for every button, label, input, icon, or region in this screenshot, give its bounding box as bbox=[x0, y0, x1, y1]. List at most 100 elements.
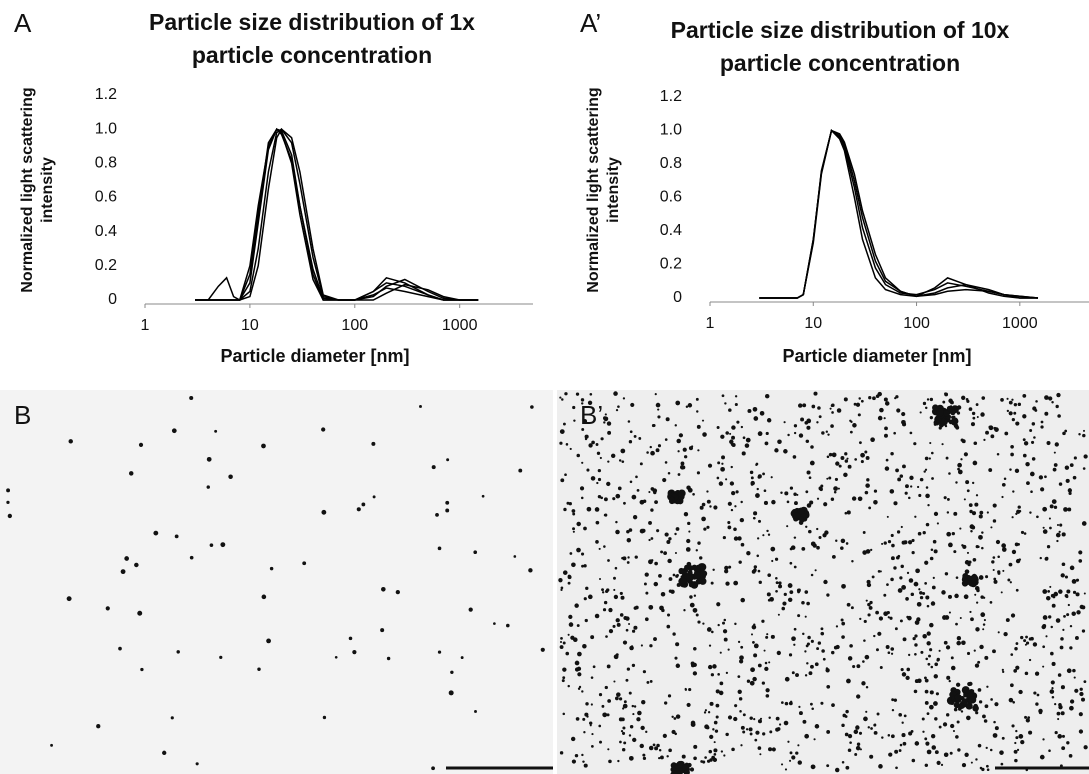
particle-dot bbox=[633, 705, 637, 708]
particle-dot bbox=[1025, 635, 1028, 639]
particle-dot bbox=[1014, 758, 1018, 763]
particle-dot bbox=[1069, 463, 1074, 468]
particle-dot bbox=[652, 488, 658, 493]
particle-dot bbox=[737, 640, 741, 644]
particle-dot bbox=[722, 621, 726, 625]
particle-dot bbox=[371, 441, 376, 446]
particle-dot bbox=[615, 408, 619, 412]
particle-dot bbox=[749, 470, 754, 475]
particle-dot bbox=[1045, 595, 1051, 601]
particle-dot bbox=[901, 721, 904, 724]
particle-dot bbox=[872, 396, 876, 401]
particle-dot bbox=[852, 664, 856, 669]
particle-dot bbox=[864, 450, 868, 454]
particle-dot bbox=[990, 434, 995, 439]
particle-dot bbox=[793, 492, 797, 496]
particle-dot bbox=[975, 711, 979, 715]
particle-dot bbox=[321, 509, 327, 515]
particle-dot bbox=[674, 732, 677, 736]
particle-dot bbox=[1053, 451, 1056, 454]
particle-dot bbox=[757, 719, 762, 724]
particle-dot bbox=[706, 499, 711, 504]
particle-dot bbox=[782, 601, 787, 606]
particle-cluster bbox=[948, 419, 954, 425]
particle-dot bbox=[734, 395, 738, 398]
particle-dot bbox=[929, 556, 934, 561]
particle-dot bbox=[1020, 530, 1025, 534]
particle-dot bbox=[757, 746, 762, 750]
particle-dot bbox=[997, 555, 1000, 558]
particle-dot bbox=[863, 619, 867, 624]
particle-dot bbox=[579, 486, 585, 491]
particle-dot bbox=[1061, 532, 1066, 537]
particle-dot bbox=[822, 657, 826, 661]
particle-dot bbox=[654, 746, 659, 751]
particle-dot bbox=[975, 758, 978, 761]
particle-dot bbox=[789, 561, 793, 565]
particle-dot bbox=[717, 623, 720, 627]
particle-dot bbox=[576, 547, 581, 553]
particle-dot bbox=[704, 756, 707, 759]
particle-dot bbox=[576, 624, 580, 627]
particle-dot bbox=[635, 475, 638, 479]
particle-dot bbox=[1078, 550, 1083, 555]
particle-dot bbox=[840, 618, 844, 622]
particle-dot bbox=[905, 675, 910, 680]
particle-cluster bbox=[681, 763, 689, 771]
particle-dot bbox=[1054, 442, 1059, 447]
particle-dot bbox=[756, 554, 760, 558]
particle-dot bbox=[737, 675, 741, 679]
particle-dot bbox=[768, 747, 773, 752]
y-tick-label: 0.6 bbox=[660, 189, 682, 206]
particle-dot bbox=[808, 529, 812, 534]
series-line bbox=[195, 127, 479, 301]
particle-dot bbox=[1001, 668, 1004, 672]
particle-dot bbox=[841, 760, 845, 764]
particle-dot bbox=[777, 439, 782, 445]
particle-dot bbox=[668, 748, 672, 753]
particle-dot bbox=[627, 420, 631, 423]
particle-dot bbox=[752, 406, 758, 412]
particle-dot bbox=[924, 678, 929, 683]
particle-dot bbox=[1033, 691, 1037, 695]
particle-dot bbox=[518, 468, 523, 473]
particle-dot bbox=[907, 615, 912, 621]
particle-dot bbox=[636, 717, 641, 722]
particle-dot bbox=[560, 478, 565, 483]
particle-dot bbox=[784, 676, 790, 682]
y-tick-label: 0.8 bbox=[660, 155, 682, 172]
particle-dot bbox=[1048, 615, 1052, 619]
particle-dot bbox=[603, 600, 608, 605]
particle-dot bbox=[1071, 579, 1077, 584]
particle-dot bbox=[1008, 400, 1013, 405]
particle-dot bbox=[724, 565, 729, 571]
particle-dot bbox=[634, 555, 638, 559]
particle-dot bbox=[1073, 676, 1076, 679]
particle-cluster bbox=[687, 569, 693, 576]
particle-dot bbox=[959, 527, 962, 530]
particle-dot bbox=[657, 415, 661, 419]
particle-dot bbox=[771, 499, 776, 505]
particle-dot bbox=[1017, 505, 1021, 509]
particle-dot bbox=[828, 452, 833, 457]
particle-dot bbox=[817, 406, 821, 410]
particle-dot bbox=[855, 725, 860, 730]
particle-dot bbox=[876, 712, 880, 716]
particle-dot bbox=[1082, 429, 1086, 432]
series-line bbox=[195, 128, 479, 301]
particle-dot bbox=[561, 398, 564, 401]
particle-dot bbox=[660, 550, 664, 554]
particle-dot bbox=[597, 468, 602, 473]
particle-dot bbox=[719, 681, 724, 686]
particle-dot bbox=[626, 538, 632, 543]
particle-dot bbox=[675, 527, 680, 531]
particle-dot bbox=[1051, 661, 1056, 666]
particle-dot bbox=[356, 507, 361, 512]
particle-dot bbox=[853, 402, 857, 406]
particle-dot bbox=[914, 741, 920, 746]
particle-dot bbox=[602, 608, 607, 612]
particle-dot bbox=[809, 702, 813, 706]
particle-dot bbox=[1069, 705, 1074, 711]
particle-dot bbox=[1069, 646, 1073, 650]
